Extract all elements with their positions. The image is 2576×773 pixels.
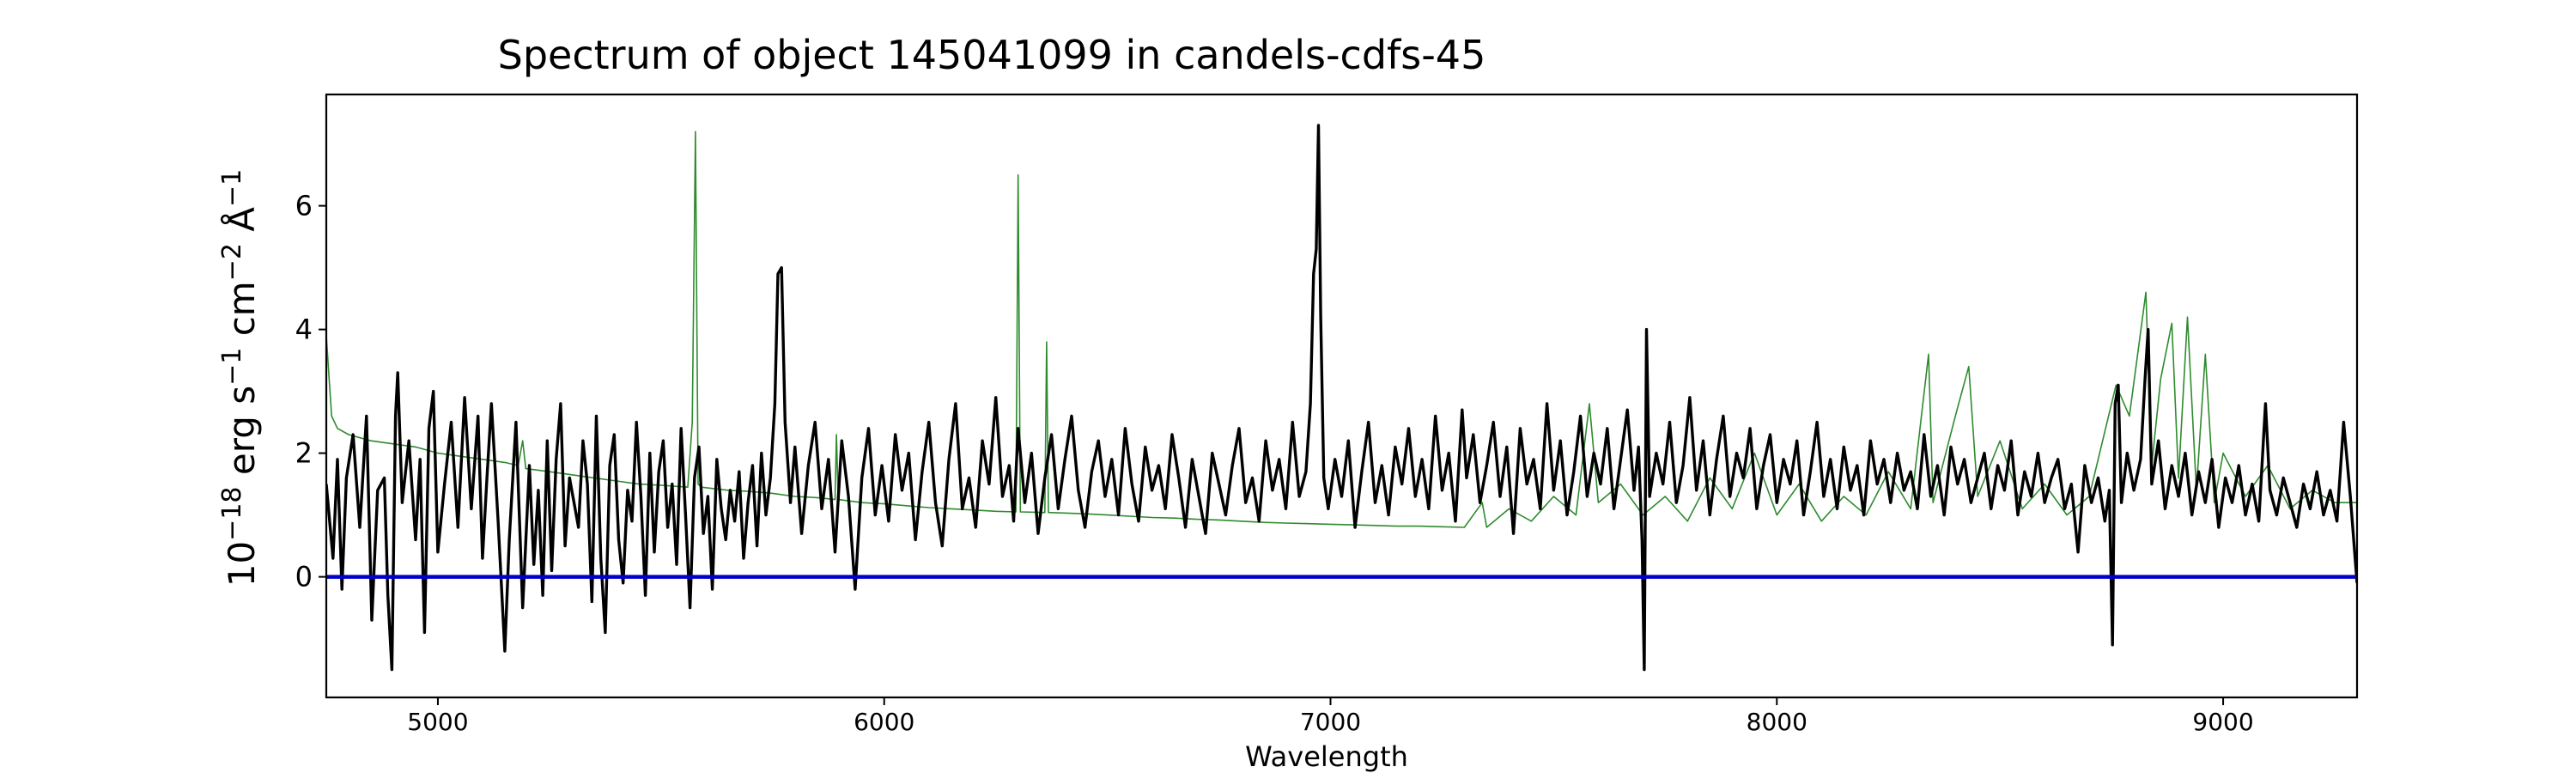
y-label-text3: Å: [220, 207, 263, 243]
y-label-sup3: −1: [217, 169, 247, 207]
y-tick-label: 2: [295, 437, 313, 470]
x-tick-label: 8000: [1747, 708, 1807, 736]
x-axis-label: Wavelength: [1245, 740, 1408, 773]
y-label-text2: cm: [221, 281, 263, 347]
y-label-sup2: −2: [217, 243, 247, 281]
x-tick-label: 7000: [1300, 708, 1361, 736]
x-tick-label: 6000: [854, 708, 914, 736]
y-label-prefix: 10: [221, 541, 263, 587]
y-tick-label: 0: [295, 561, 313, 593]
series-line-flux: [326, 124, 2357, 672]
y-axis-label: 10−18 erg s−1 cm−2 Å−1: [217, 169, 263, 587]
y-tick-label: 4: [295, 313, 313, 346]
y-tick-label: 6: [295, 190, 313, 222]
chart-title: Spectrum of object 145041099 in candels-…: [498, 32, 1486, 78]
svg-text:10−18 erg s−1 cm−2 Å−1: 10−18 erg s−1 cm−2 Å−1: [217, 169, 263, 587]
y-label-exponent: −18: [217, 487, 247, 541]
plot-frame: [325, 93, 2359, 699]
y-label-sup1: −1: [217, 348, 247, 386]
series-line-sky: [326, 131, 2357, 528]
y-label-text1: erg s: [221, 386, 263, 487]
x-tick-label: 9000: [2192, 708, 2253, 736]
x-tick-label: 5000: [407, 708, 468, 736]
